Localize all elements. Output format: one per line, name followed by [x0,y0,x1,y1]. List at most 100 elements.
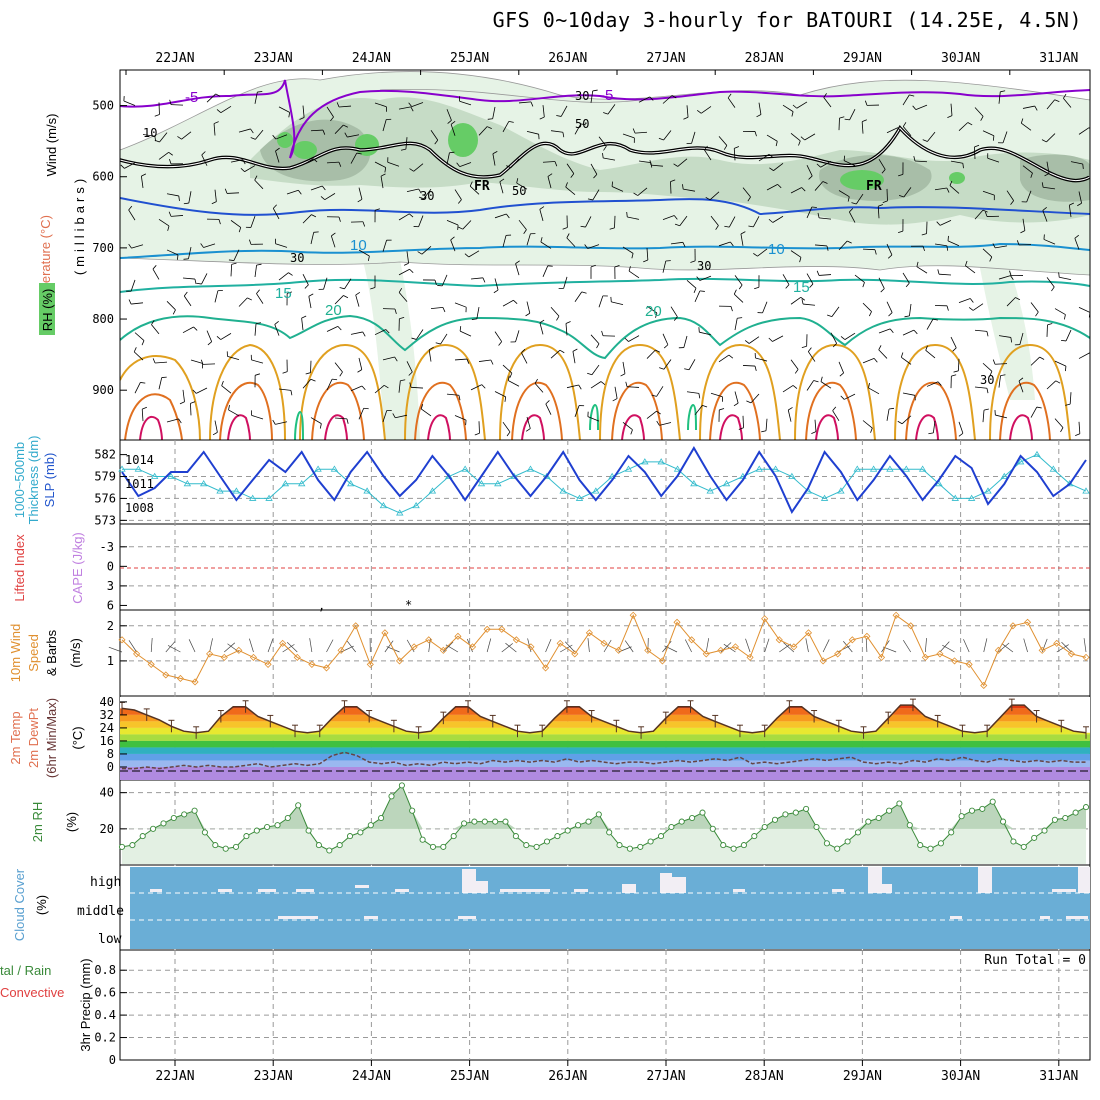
wind-barb [547,176,552,189]
wind-barb-flag [1077,202,1082,207]
wind-barb-flag [631,253,634,259]
wind-barb [748,336,760,344]
wind-barb-flag [868,311,872,317]
wind-barb [938,273,952,276]
thickness-point [641,458,649,465]
wind-barb [886,301,893,313]
wind-barb-flag [649,96,654,101]
wind-barb-flag [1034,105,1038,111]
wind-barb-flag [183,258,189,260]
wind-barb-flag [272,419,276,425]
wind-barb [1046,380,1057,390]
y-tick-label: 0 [107,559,114,573]
thickness-point [690,480,698,487]
wind-barb-flag [777,184,782,189]
wind-barb-flag [167,225,170,231]
wind-barb [214,420,218,433]
wind-barb [423,188,432,199]
wind-barb-flag [355,291,361,296]
rh-high-22jan [277,132,293,148]
wind-barb [750,393,760,404]
surface-wind-barb [624,640,634,653]
wind-barb-flag [801,187,806,192]
rh-point [326,847,333,854]
wind-barb [492,153,496,166]
wind-barb [670,306,678,318]
rh-point [937,840,944,847]
wind-barb [454,189,462,200]
wind-barb-flag [1054,99,1060,102]
thickness-point [461,465,469,472]
wind-barb [862,248,876,251]
wind-barb [494,278,499,291]
wind-barb [124,162,136,169]
wind-barb [1078,127,1090,135]
wind-barb [182,277,195,280]
wind-barb [742,415,744,428]
cloud-gaps [150,867,1090,919]
wind-barb-flag [301,315,307,319]
wind-barb-flag [811,431,817,434]
wind-barb [450,124,456,136]
rh-point [896,800,903,807]
wind-barb-flag [592,89,598,92]
slp-tick-label: 1011 [125,477,154,491]
wind-barb-flag [989,371,993,377]
top-date-label: 26JAN [548,51,587,66]
precip-grid [120,969,1090,1039]
wind-barb-flag [897,127,902,132]
wind-barb-flag [925,345,928,351]
minmax-whiskers [120,698,1089,739]
wind-barb [228,409,240,417]
wind-barb-flag [459,326,462,332]
y-tick-label: 1 [107,654,114,668]
wind-barb-flag [228,259,234,261]
wind-barb-flag [370,287,376,290]
ylabel-precip-convective: Convective [0,985,64,1000]
wind-barb-flag [747,196,751,202]
wind-barb-flag [904,315,910,318]
wind-barb [251,414,264,420]
rh-point [336,842,343,849]
wind-barb [628,335,640,342]
ylabel-temp-units: (°C) [70,726,85,749]
wind-barb [382,356,395,361]
rh-point [243,833,250,840]
wind-barb-flag [874,249,877,255]
wind-barb [508,380,520,387]
wind-barb [663,359,672,370]
wind-barb-flag [133,347,137,353]
rh-point [388,793,395,800]
wind-barb [1006,297,1016,307]
wind-barb-flag [356,152,362,155]
wind-barb [213,123,216,136]
wind-barb [502,364,513,374]
wind-barb [450,239,456,252]
wind-barb-flag [937,381,942,386]
wind-barb-flag [172,309,176,315]
rh-point [461,820,468,827]
wind-speed-point [337,646,345,654]
wind-barb-flag [128,243,132,249]
wind-speed-point [804,629,813,637]
temp-band [120,721,1090,728]
wind-speed-point [235,646,243,654]
wind-barb [302,105,305,118]
wind-barb [598,136,607,147]
wind-barb-flag [849,208,854,213]
surface-wind-barb [998,642,1010,653]
rh-point [170,814,177,822]
wind-barb [733,293,744,303]
wind-barb [1046,277,1055,288]
rh-point [730,845,737,852]
rh-point [471,818,478,825]
wind-barb-flag [753,253,758,257]
y-tick-label: 16 [100,734,114,748]
thickness-point [984,487,992,494]
rh-point [927,845,934,852]
wind-barb [302,214,312,224]
chart-title: GFS 0~10day 3-hourly for BATOURI (14.25E… [492,8,1082,32]
wind-barb-flag [761,430,767,433]
wind-barb [159,132,168,143]
li-ticks: -3 0 3 6 [100,540,127,612]
